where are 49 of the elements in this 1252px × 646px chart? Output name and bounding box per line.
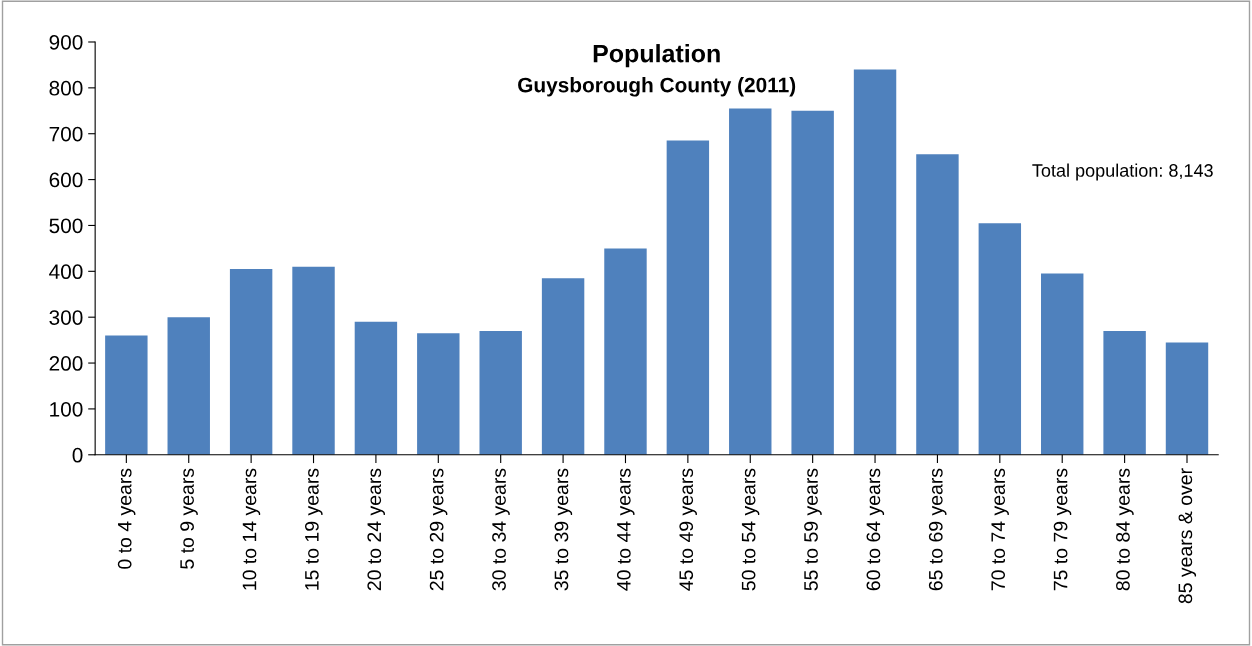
y-tick-label: 100: [50, 401, 83, 417]
bar: [354, 321, 398, 455]
x-tick-label: 75 to 79 years: [1053, 468, 1072, 591]
x-tick-label: 5 to 9 years: [180, 468, 198, 569]
y-tick-label: 900: [49, 34, 83, 50]
bar: [666, 140, 710, 455]
x-tick-label: 60 to 64 years: [866, 468, 885, 591]
x-tick-label: 10 to 14 years: [242, 468, 261, 590]
x-tick-label: 50 to 54 years: [741, 468, 760, 591]
y-tick-label: 700: [49, 126, 83, 142]
bar: [292, 266, 335, 455]
y-tick-label: 200: [49, 356, 83, 371]
y-tick-label: 800: [49, 80, 83, 96]
x-tick-label: 30 to 34 years: [492, 468, 510, 591]
annotation: Total population: 8,143: [1032, 163, 1213, 181]
y-tick-label: 600: [49, 172, 83, 188]
y-tick-label: 400: [49, 264, 83, 280]
bar: [978, 223, 1022, 455]
x-tick-label: 25 to 29 years: [429, 468, 448, 591]
bar: [417, 333, 460, 455]
x-tick-label: 65 to 69 years: [928, 468, 947, 591]
bar: [729, 108, 772, 455]
bar: [479, 330, 522, 455]
bar: [916, 154, 959, 455]
bar: [791, 110, 834, 455]
bar: [167, 317, 210, 455]
y-tick-label: 300: [49, 310, 83, 325]
text: Guysborough County (2011): [518, 77, 796, 97]
bar: [541, 278, 585, 455]
chart-title: Population: [593, 44, 720, 68]
bar: [229, 269, 273, 455]
x-tick-label: 45 to 49 years: [679, 468, 697, 591]
y-tick-label: 0: [72, 447, 83, 463]
x-tick-label: 0 to 4 years: [117, 468, 136, 569]
x-tick-label: 70 to 74 years: [991, 468, 1009, 591]
bar: [853, 69, 897, 455]
y-tick-label: 500: [49, 218, 83, 234]
x-tick-label: 80 to 84 years: [1116, 468, 1134, 591]
bar: [604, 248, 647, 455]
x-tick-label: 55 to 59 years: [804, 468, 822, 591]
x-tick-label: 15 to 19 years: [304, 468, 323, 590]
x-tick-label: 20 to 24 years: [367, 468, 385, 591]
x-tick-label: 35 to 39 years: [554, 468, 573, 591]
x-tick-label: 40 to 44 years: [616, 468, 635, 591]
bar: [1041, 273, 1084, 455]
bar: [1165, 342, 1209, 455]
bar: [1103, 330, 1146, 455]
x-tick-label: 85 years & over: [1178, 468, 1197, 604]
bar: [105, 335, 148, 455]
